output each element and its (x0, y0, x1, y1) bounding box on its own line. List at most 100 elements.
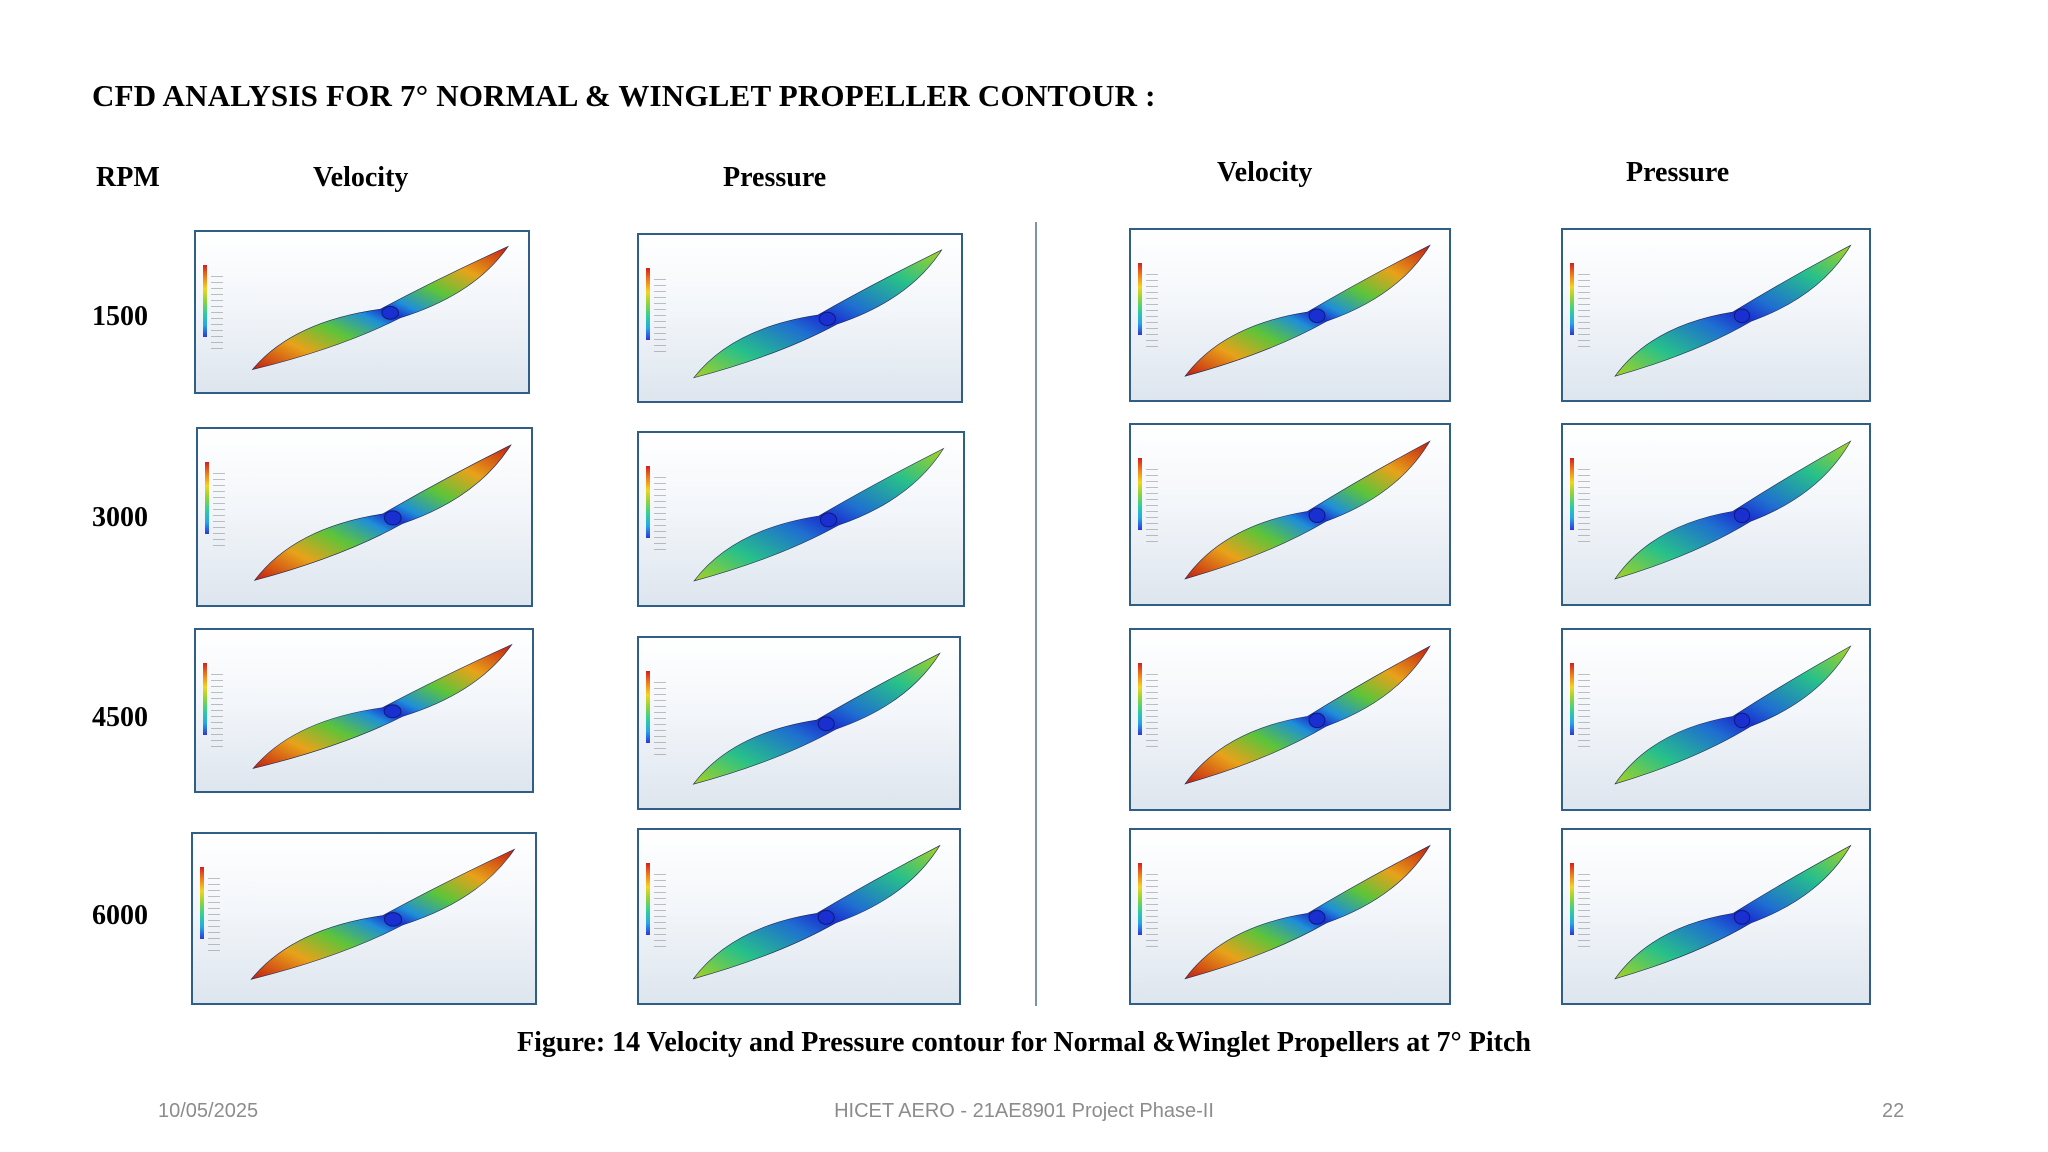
propeller-hub (1733, 909, 1751, 925)
legend-color-bar (646, 863, 650, 935)
footer-date: 10/05/2025 (158, 1100, 259, 1122)
legend-color-bar (1138, 458, 1142, 530)
contour-normal-pressure-1500 (637, 233, 963, 403)
legend-ticks (1146, 874, 1158, 948)
contour-winglet-velocity-1500 (1129, 228, 1451, 402)
normal-velocity-header: Velocity (313, 162, 409, 193)
legend-ticks (1578, 874, 1590, 948)
propeller-contour (1184, 440, 1431, 580)
color-legend (646, 860, 698, 948)
propeller-blade (692, 652, 941, 785)
contour-normal-velocity-6000 (191, 832, 537, 1005)
propeller-blade (693, 447, 945, 582)
legend-ticks (211, 674, 223, 748)
propeller-hub (383, 704, 402, 719)
contour-normal-velocity-4500 (194, 628, 534, 793)
propeller-blade (692, 844, 941, 980)
legend-ticks (654, 682, 666, 756)
legend-ticks (1146, 469, 1158, 543)
winglet-pressure-header: Pressure (1626, 157, 1730, 188)
color-legend (646, 265, 698, 353)
color-legend (1570, 660, 1622, 748)
legend-ticks (213, 473, 225, 547)
propeller-contour (692, 652, 941, 785)
color-legend (203, 660, 255, 748)
propeller-hub (1733, 308, 1751, 324)
propeller-contour (692, 249, 943, 379)
legend-color-bar (1570, 263, 1574, 335)
propeller-hub (1308, 909, 1326, 925)
contour-winglet-velocity-4500 (1129, 628, 1451, 811)
propeller-blade (692, 249, 943, 379)
color-legend (1570, 455, 1622, 543)
legend-color-bar (646, 671, 650, 743)
propeller-hub (817, 716, 835, 732)
propeller-hub (1733, 712, 1751, 729)
propeller-contour (1614, 844, 1852, 980)
propeller-hub (819, 512, 838, 528)
legend-ticks (1146, 674, 1158, 748)
contour-winglet-pressure-6000 (1561, 828, 1871, 1005)
propeller-hub (817, 909, 835, 925)
contour-winglet-velocity-3000 (1129, 423, 1451, 606)
propeller-blade (252, 643, 513, 769)
propeller-blade (251, 245, 509, 371)
winglet-velocity-header: Velocity (1217, 157, 1313, 188)
propeller-blade (1184, 440, 1431, 580)
contour-winglet-velocity-6000 (1129, 828, 1451, 1005)
propeller-hub (818, 311, 836, 326)
propeller-contour (1614, 244, 1852, 377)
legend-ticks (211, 276, 223, 350)
propeller-blade (250, 848, 516, 980)
propeller-contour (693, 447, 945, 582)
rpm-label-4500: 4500 (92, 702, 148, 733)
legend-ticks (654, 477, 666, 551)
propeller-contour (1184, 244, 1431, 377)
rpm-label-3000: 3000 (92, 502, 148, 533)
legend-ticks (208, 878, 220, 952)
propeller-contour (250, 848, 516, 980)
color-legend (1570, 260, 1622, 348)
legend-color-bar (203, 265, 207, 337)
rpm-label-1500: 1500 (92, 301, 148, 332)
propeller-blade (1614, 645, 1852, 785)
propeller-hub (1733, 507, 1751, 524)
propeller-blade (253, 444, 512, 581)
propeller-hub (1308, 712, 1326, 729)
slide-title: CFD ANALYSIS FOR 7° NORMAL & WINGLET PRO… (92, 78, 1156, 113)
legend-ticks (1578, 674, 1590, 748)
contour-normal-pressure-3000 (637, 431, 965, 607)
color-legend (1138, 455, 1190, 543)
legend-ticks (1578, 274, 1590, 348)
propeller-blade (1614, 440, 1852, 580)
color-legend (1138, 260, 1190, 348)
color-legend (1138, 660, 1190, 748)
propeller-contour (251, 245, 509, 371)
color-legend (646, 463, 698, 551)
legend-color-bar (1570, 863, 1574, 935)
color-legend (1138, 860, 1190, 948)
footer-page-number: 22 (1882, 1100, 1905, 1122)
legend-color-bar (1138, 263, 1142, 335)
color-legend (205, 459, 257, 547)
propeller-hub (1308, 507, 1326, 524)
legend-ticks (1578, 469, 1590, 543)
color-legend (203, 262, 255, 350)
color-legend (646, 668, 698, 756)
contour-normal-pressure-4500 (637, 636, 961, 810)
propeller-blade (1184, 844, 1431, 980)
legend-color-bar (1138, 863, 1142, 935)
contour-normal-pressure-6000 (637, 828, 961, 1005)
footer-center-text: HICET AERO - 21AE8901 Project Phase-II (834, 1100, 1214, 1122)
propeller-hub (383, 510, 402, 526)
propeller-contour (252, 643, 513, 769)
figure-caption: Figure: 14 Velocity and Pressure contour… (517, 1027, 1531, 1058)
column-divider (1035, 222, 1037, 1006)
legend-color-bar (646, 268, 650, 340)
propeller-blade (1614, 844, 1852, 980)
legend-color-bar (203, 663, 207, 735)
propeller-contour (1184, 645, 1431, 785)
propeller-hub (381, 305, 400, 320)
propeller-blade (1184, 244, 1431, 377)
legend-color-bar (1138, 663, 1142, 735)
